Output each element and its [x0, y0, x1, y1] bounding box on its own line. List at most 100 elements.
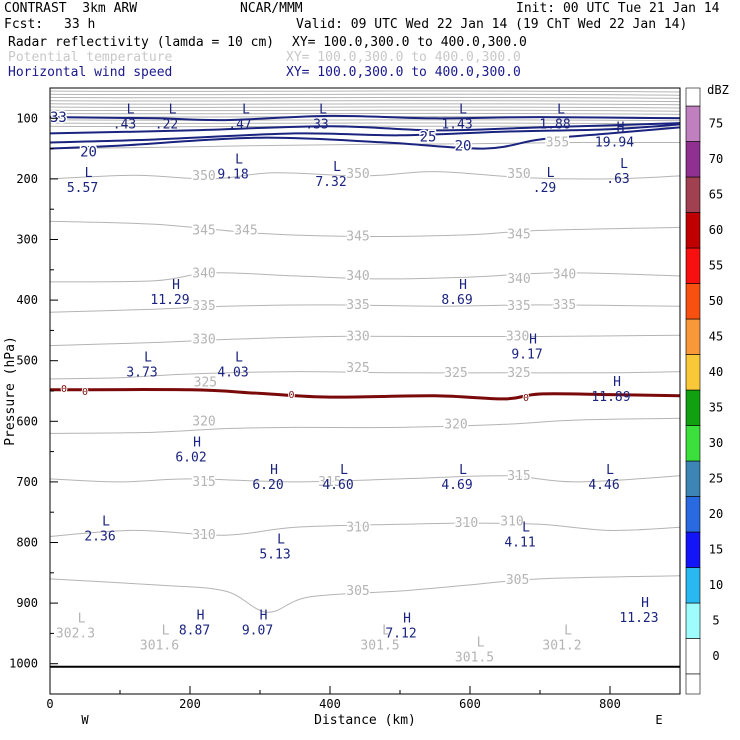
theta-extremum-value-label: 301.6 [140, 638, 179, 653]
wind-extremum-type-marker: L [102, 514, 110, 529]
upper-isentrope-line [49, 90, 681, 93]
wind-extremum-value-label: 2.36 [84, 529, 115, 544]
colorbar-level-label: 30 [709, 436, 723, 450]
wind-extremum-value-label: 19.94 [595, 135, 634, 150]
wind-contour-20 [49, 126, 681, 150]
wind-extremum-type-marker: L [235, 153, 243, 168]
theta-contour-345 [49, 220, 681, 238]
colorbar-swatch-30 [685, 425, 701, 462]
wind-extremum-value-label: .43 [113, 117, 136, 132]
field-xy-reflectivity: XY= 100.0,300.0 to 400.0,300.0 [292, 35, 527, 50]
wind-extremum-type-marker: L [620, 157, 628, 172]
colorbar-swatch-60 [685, 212, 701, 249]
upper-shading-group [49, 90, 681, 128]
wind-extremum-value-label: .33 [305, 117, 328, 132]
colorbar-level-label: 25 [709, 472, 723, 486]
colorbar-swatch-35 [685, 389, 701, 426]
theta-contour-340 [49, 272, 681, 283]
colorbar-level-label: 5 [712, 614, 719, 628]
colorbar-swatch-5 [685, 602, 701, 639]
colorbar-swatch-15 [685, 531, 701, 568]
wind-extremum-type-marker: L [522, 520, 530, 535]
y-tick-label: 400 [16, 293, 38, 307]
theta-contour-label: 345 [234, 223, 257, 238]
theta-contour-label: 305 [506, 573, 529, 588]
wind-extremum-type-marker: L [340, 463, 348, 478]
theta-contour-label: 325 [444, 366, 467, 381]
wind-extremum-type-marker: H [459, 278, 467, 293]
theta-contours-group [49, 141, 681, 613]
colorbar-level-label: 45 [709, 330, 723, 344]
upper-isentrope-line [49, 103, 681, 106]
wind-contours-group [49, 114, 681, 150]
wind-extremum-type-marker: L [127, 102, 135, 117]
upper-isentrope-line [49, 93, 681, 96]
wind-extremum-type-marker: H [641, 596, 649, 611]
field-xy-wind: XY= 100.0,300.0 to 400.0,300.0 [286, 65, 521, 80]
theta-contour-label: 340 [507, 272, 530, 287]
upper-isentrope-line [49, 119, 681, 122]
wind-extremum-type-marker: H [260, 608, 268, 623]
y-tick-label: 700 [16, 475, 38, 489]
wind-extremum-value-label: .47 [228, 117, 251, 132]
wind-extremum-type-marker: L [606, 463, 614, 478]
theta-contour-label: 320 [192, 414, 215, 429]
wind-extremum-type-marker: H [197, 608, 205, 623]
theta-contour-label: 310 [455, 516, 478, 531]
wind-contour-label: 33 [50, 110, 67, 126]
theta-contour-350 [49, 171, 681, 180]
colorbar-swatch-75 [685, 105, 701, 142]
colorbar-level-label: 70 [709, 152, 723, 166]
x-axis-title: Distance (km) [314, 713, 416, 728]
colorbar-swatch-50 [685, 283, 701, 320]
wind-extremum-type-marker: H [613, 375, 621, 390]
upper-isentrope-line [49, 109, 681, 112]
upper-isentrope-line [49, 122, 681, 125]
theta-contour-315 [49, 475, 681, 483]
wind-extremum-type-marker: L [235, 351, 243, 366]
colorbar-swatch-40 [685, 354, 701, 391]
center-label: NCAR/MMM [240, 1, 303, 16]
wind-extremum-value-label: 4.03 [217, 366, 248, 381]
wind-extremum-value-label: 6.20 [252, 478, 283, 493]
wind-extremum-type-marker: H [172, 278, 180, 293]
wind-extremum-value-label: .29 [533, 181, 556, 196]
theta-contour-label: 310 [346, 520, 369, 535]
theta-contour-label: 310 [192, 528, 215, 543]
zero-contour-group [49, 388, 681, 401]
theta-contour-label: 350 [192, 169, 215, 184]
y-tick-label: 800 [16, 536, 38, 550]
colorbar-level-label: 35 [709, 401, 723, 415]
wind-contour-25 [49, 123, 681, 144]
colorbar-swatch-0 [685, 638, 701, 675]
theta-contour-label: 320 [444, 417, 467, 432]
theta-contour-label: 335 [192, 299, 215, 314]
zero-contour-label: 0 [523, 393, 529, 404]
wind-extremum-type-marker: L [547, 166, 555, 181]
colorbar-level-label: 40 [709, 365, 723, 379]
colorbar-level-label: 50 [709, 294, 723, 308]
y-axis-title: Pressure (hPa) [3, 336, 18, 446]
theta-contour-label: 355 [546, 136, 569, 151]
theta-contour-310 [49, 522, 681, 537]
wind-extremum-type-marker: H [529, 333, 537, 348]
x-tick-label: 200 [179, 697, 201, 711]
wind-extremum-value-label: 11.23 [619, 611, 658, 626]
wind-extremum-type-marker: L [459, 102, 467, 117]
wind-extremum-value-label: 11.89 [591, 390, 630, 405]
colorbar-swatch-45 [685, 318, 701, 355]
theta-contour-label: 345 [346, 229, 369, 244]
wind-contour-33 [49, 114, 681, 122]
theta-contour-label: 340 [192, 266, 215, 281]
wind-extremum-value-label: 8.69 [441, 293, 472, 308]
upper-isentrope-line [49, 106, 681, 109]
wind-extremum-type-marker: H [270, 463, 278, 478]
wind-extremum-value-label: 1.88 [539, 117, 570, 132]
wind-extremum-value-label: 4.46 [588, 478, 619, 493]
wind-extremum-value-label: 7.12 [385, 626, 416, 641]
colorbar-swatch-55 [685, 247, 701, 284]
wind-extremum-value-label: 4.69 [441, 478, 472, 493]
upper-isentrope-line [49, 112, 681, 115]
theta-extremum-type-marker: L [477, 636, 485, 651]
upper-isentrope-line [49, 96, 681, 99]
